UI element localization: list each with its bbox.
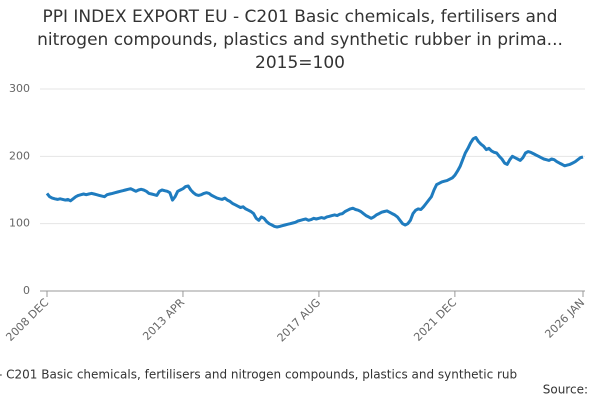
x-tick-label: 2021 DEC [411, 296, 459, 344]
x-tick-label: 2026 JAN [542, 296, 587, 341]
data-line [45, 136, 584, 229]
y-tick-label: 100 [9, 217, 30, 230]
x-tick-label: 2017 AUG [275, 296, 324, 345]
x-tick-label: 2013 APR [140, 296, 187, 343]
source: Source: [543, 383, 588, 397]
y-tick-label: 200 [9, 149, 30, 162]
y-tick-label: 300 [9, 82, 30, 95]
chart-title: PPI INDEX EXPORT EU - C201 Basic chemica… [37, 7, 563, 73]
footer: - C201 Basic chemicals, fertilisers and … [0, 368, 517, 382]
y-tick-label: 0 [23, 284, 30, 297]
x-tick-label: 2008 DEC [3, 296, 51, 344]
